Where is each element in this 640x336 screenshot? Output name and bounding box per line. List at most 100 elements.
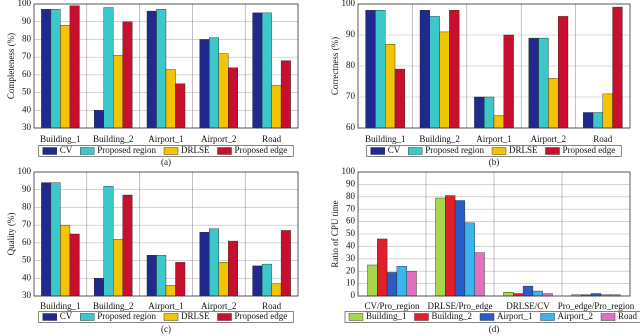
bar <box>396 266 407 297</box>
legend-label: Road <box>618 311 637 321</box>
y-tick-label: 50 <box>346 228 356 238</box>
x-tick-label: DRLSE/CV <box>506 301 550 311</box>
legend-swatch <box>545 147 560 155</box>
bar <box>377 238 388 297</box>
bar <box>445 195 456 297</box>
bar <box>454 200 466 297</box>
bar <box>93 110 104 129</box>
bar <box>386 272 398 297</box>
bar <box>474 96 485 129</box>
legend-swatch <box>540 313 555 321</box>
y-tick-label: 70 <box>22 51 32 61</box>
bar <box>435 197 446 297</box>
legend-label: Airport_1 <box>497 311 533 321</box>
bar <box>280 60 291 129</box>
legend-label: Proposed edge <box>235 311 288 321</box>
bar <box>228 67 239 129</box>
y-tick-label: 60 <box>22 69 32 79</box>
bar <box>50 9 61 129</box>
x-tick-label: Building_1 <box>40 134 81 144</box>
y-tick-label: 100 <box>342 0 356 8</box>
x-tick-label: Road <box>262 301 281 311</box>
legend-label: CV <box>60 145 73 155</box>
bar <box>112 239 123 297</box>
y-tick-label: 100 <box>342 166 356 176</box>
y-tick-label: 80 <box>22 33 32 43</box>
y-tick-label: 70 <box>346 203 356 213</box>
y-tick-label: 80 <box>346 191 356 201</box>
bar <box>165 285 176 297</box>
legend-swatch <box>163 313 179 321</box>
bar <box>419 9 431 129</box>
x-tick-label: Airport_1 <box>148 301 184 311</box>
bar <box>199 39 210 129</box>
legend-swatch <box>80 147 95 155</box>
y-tick-label: 0 <box>351 290 356 300</box>
bar <box>175 262 186 297</box>
y-axis-label: Ratio of CPU time <box>330 200 340 267</box>
caption: (c) <box>161 324 171 334</box>
bar <box>503 34 514 129</box>
bar <box>271 85 282 129</box>
legend-label: Proposed edge <box>563 145 616 155</box>
bar <box>385 44 396 129</box>
bar <box>592 112 603 129</box>
legend-label: Proposed region <box>97 311 156 321</box>
bar <box>557 16 569 129</box>
bar <box>528 37 539 129</box>
y-tick-label: 50 <box>22 255 32 265</box>
x-tick-label: Road <box>593 134 612 144</box>
bar <box>394 68 405 129</box>
legend-label: Building_2 <box>432 311 473 321</box>
caption: (d) <box>489 324 500 334</box>
legend-swatch <box>414 313 429 321</box>
bar <box>165 69 176 129</box>
bar <box>122 21 133 129</box>
bar <box>261 12 272 129</box>
legend-label: Proposed region <box>425 145 484 155</box>
y-tick-label: 50 <box>22 87 32 97</box>
bar <box>156 255 167 297</box>
bar <box>583 112 594 129</box>
x-tick-label: Building_1 <box>365 134 406 144</box>
y-tick-label: 60 <box>346 216 356 226</box>
bar <box>218 53 229 129</box>
legend-swatch <box>600 313 616 321</box>
y-tick-label: 60 <box>22 237 32 247</box>
y-tick-label: 90 <box>346 178 356 188</box>
bar <box>261 263 272 297</box>
legend-label: Proposed edge <box>235 145 288 155</box>
bar <box>112 55 123 129</box>
y-tick-label: 70 <box>22 219 32 229</box>
y-axis-label: Quality (%) <box>6 213 16 256</box>
bar <box>41 9 52 129</box>
bar <box>602 93 613 129</box>
bar <box>474 252 485 297</box>
x-tick-label: Airport_1 <box>148 134 184 144</box>
legend-label: Airport_2 <box>558 311 594 321</box>
bar <box>493 115 504 129</box>
bar <box>439 31 450 129</box>
bar <box>449 9 460 129</box>
y-tick-label: 10 <box>346 278 356 288</box>
legend-swatch <box>217 147 232 155</box>
bar <box>93 278 104 297</box>
y-axis-label: Completeness (%) <box>6 33 16 99</box>
bar <box>218 262 229 297</box>
legend-label: DRLSE <box>181 145 210 155</box>
y-tick-label: 70 <box>346 91 356 101</box>
legend-label: DRLSE <box>509 145 538 155</box>
plot-frame <box>357 171 631 297</box>
bar <box>429 16 440 129</box>
x-tick-label: Building_1 <box>40 301 81 311</box>
legend-swatch <box>348 313 364 321</box>
legend-label: Proposed region <box>97 145 156 155</box>
bar <box>209 37 220 129</box>
x-tick-label: Building_2 <box>93 134 134 144</box>
x-tick-label: DRLSE/Pro_edge <box>428 301 493 311</box>
y-tick-label: 20 <box>346 265 356 275</box>
y-tick-label: 90 <box>22 16 32 26</box>
x-tick-label: Airport_1 <box>476 134 512 144</box>
y-tick-label: 40 <box>22 272 32 282</box>
bar <box>199 232 210 297</box>
